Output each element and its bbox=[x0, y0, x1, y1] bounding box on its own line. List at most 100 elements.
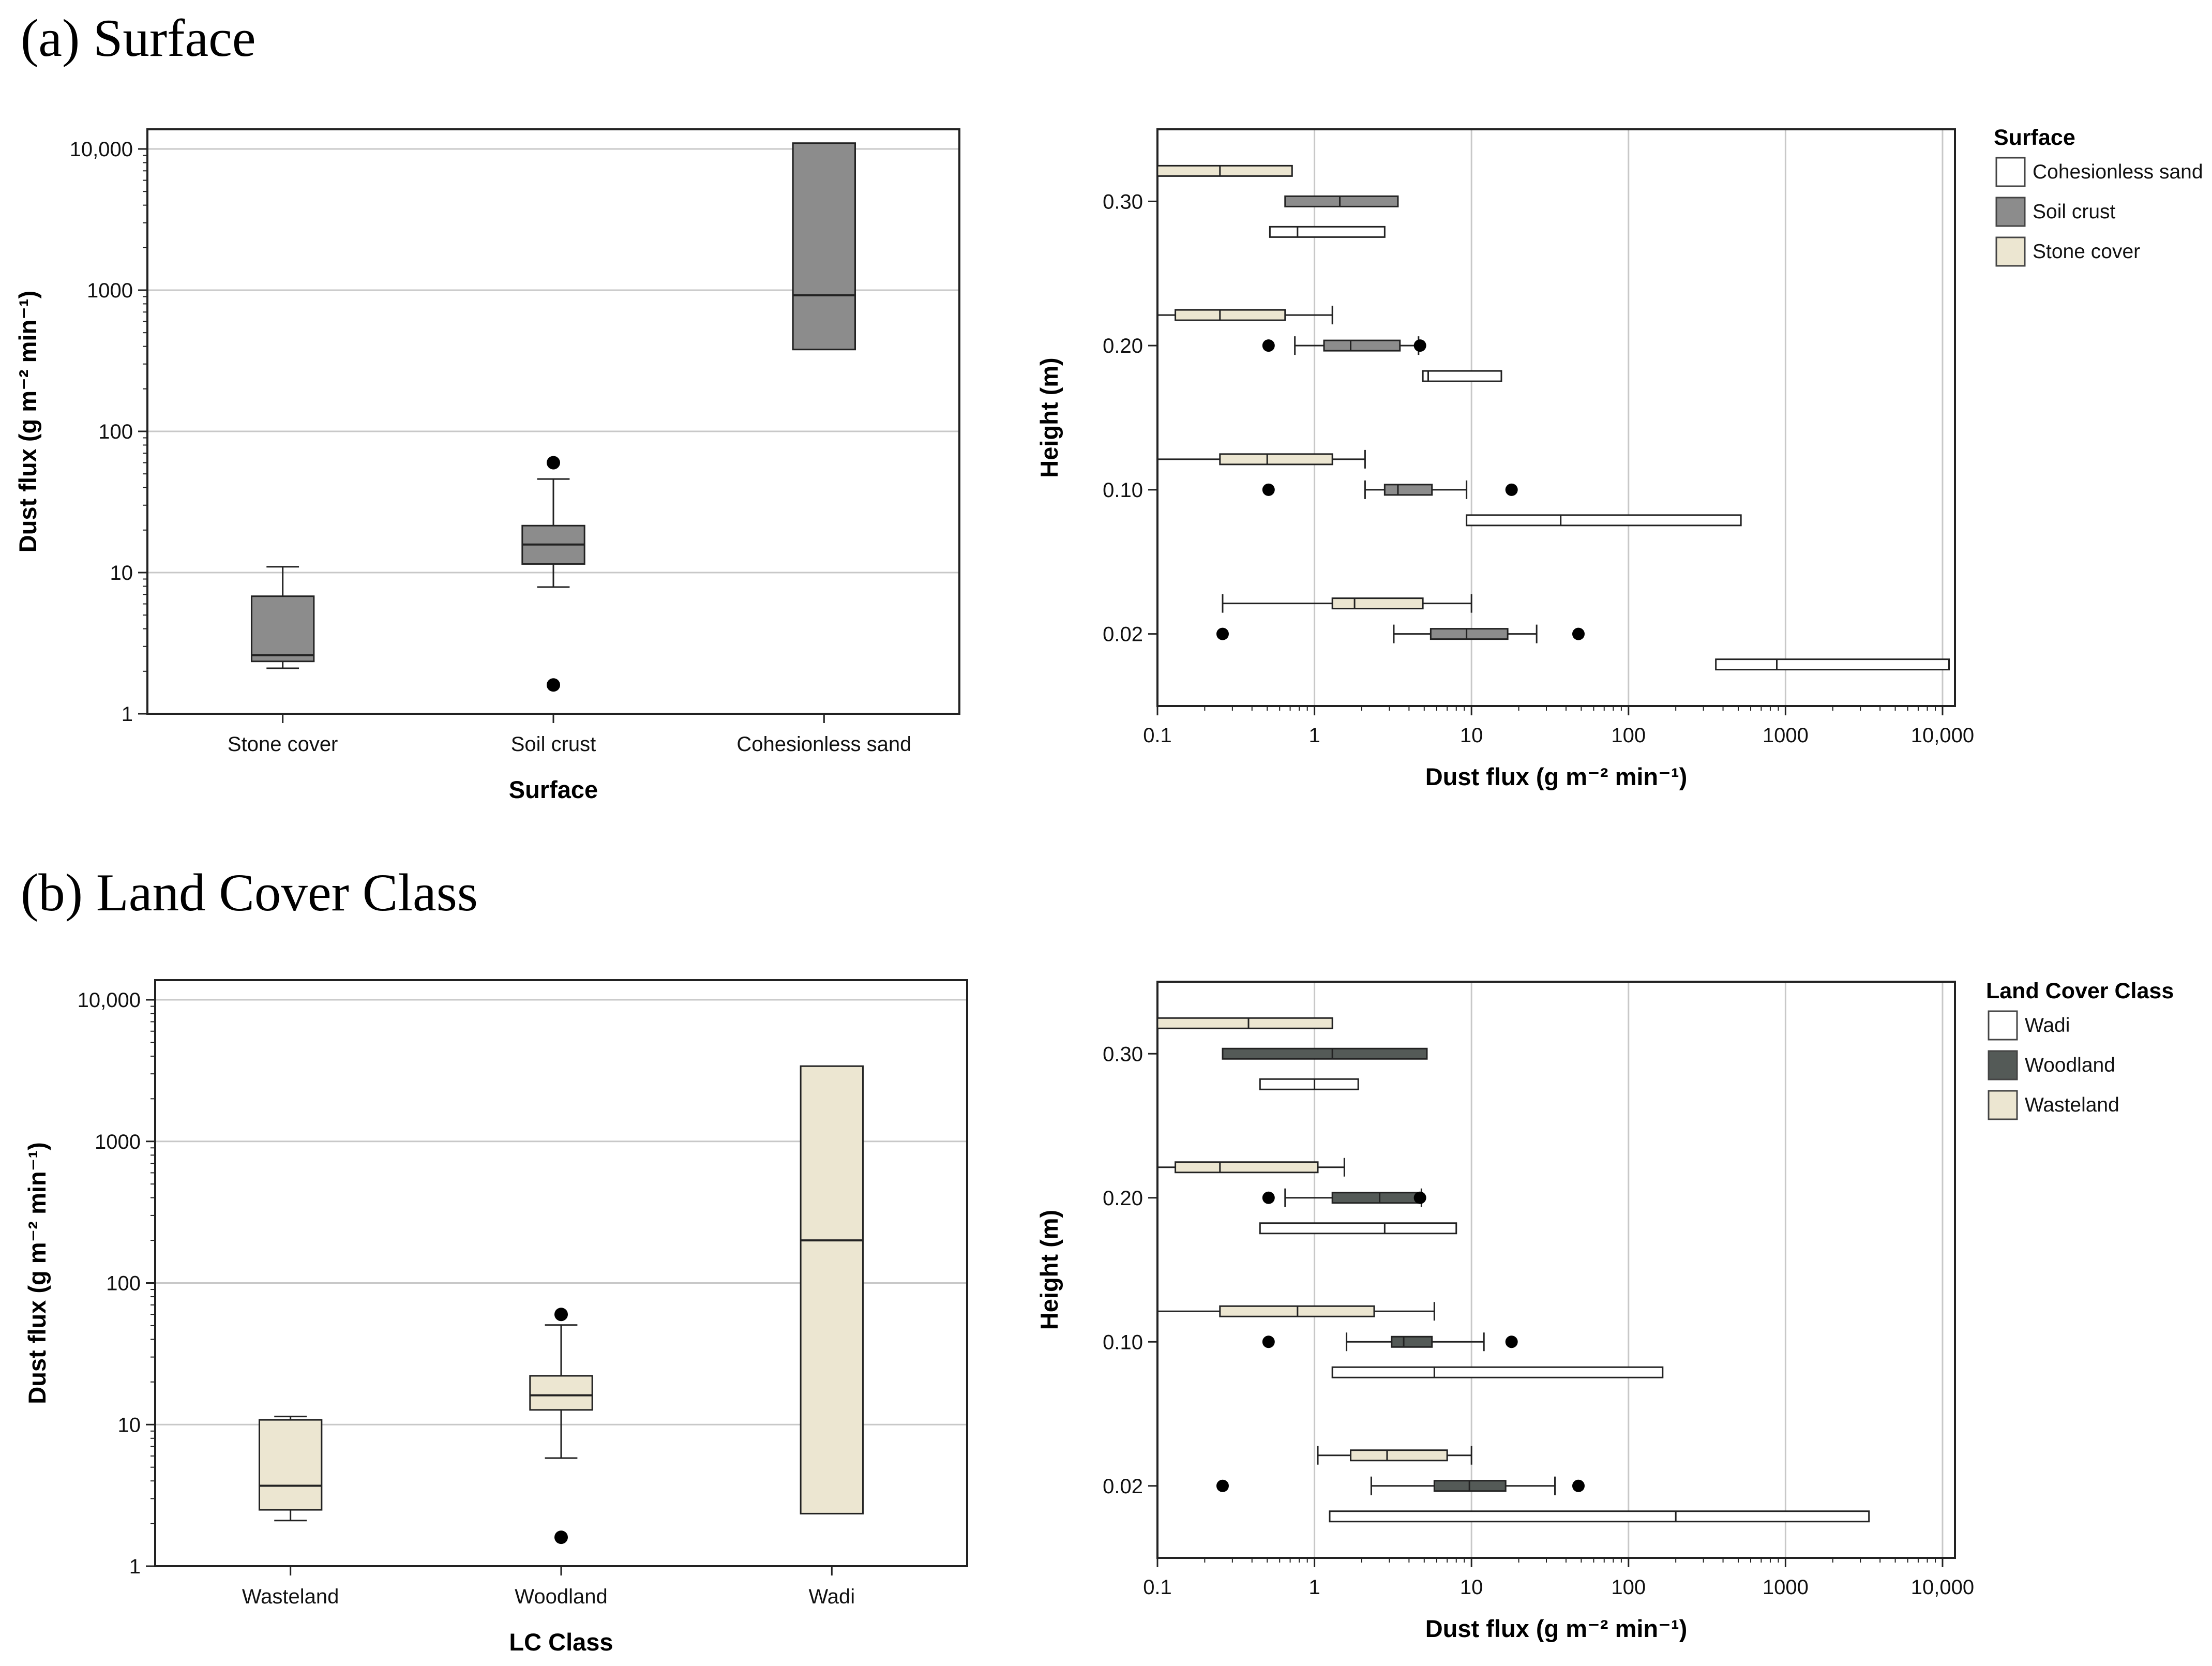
x-tick-label-wasteland: Wasteland bbox=[242, 1585, 339, 1608]
y-tick-label: 0.20 bbox=[1103, 1187, 1143, 1210]
outlier-soil-crust bbox=[547, 678, 560, 692]
box-cohesionless-sand-0-20 bbox=[1422, 370, 1502, 382]
x-tick-label-cohesionless-sand: Cohesionless sand bbox=[736, 733, 911, 756]
outlier-woodland-0-02 bbox=[1216, 1479, 1229, 1492]
plot-frame bbox=[1156, 128, 1956, 707]
x-axis-title: LC Class bbox=[509, 1628, 613, 1656]
y-tick-label: 10,000 bbox=[78, 989, 141, 1012]
y-axis-title: Dust flux (g m⁻² min⁻¹) bbox=[14, 291, 41, 553]
x-tick-label: 1000 bbox=[1763, 724, 1809, 747]
box-wadi-0-02 bbox=[1329, 1510, 1870, 1523]
x-tick-label: 10 bbox=[1460, 724, 1483, 747]
y-tick-label: 0.20 bbox=[1103, 335, 1143, 357]
box-woodland bbox=[529, 1375, 593, 1411]
y-tick-label: 1 bbox=[129, 1555, 141, 1578]
outlier-woodland-0-02 bbox=[1572, 1479, 1585, 1492]
chart-surface-boxplot: 1 10 100 1000 10,000 Stone cover Soil crust Coh… bbox=[14, 128, 960, 803]
box-cohesionless-sand-0-30 bbox=[1269, 226, 1386, 238]
y-tick-label: 0.30 bbox=[1103, 190, 1143, 213]
x-tick-label-stone-cover: Stone cover bbox=[228, 733, 338, 756]
legend-label-cohesionless-sand: Cohesionless sand bbox=[2033, 161, 2203, 183]
y-tick-label: 0.30 bbox=[1103, 1043, 1143, 1065]
section-title-b: (b) Land Cover Class bbox=[21, 863, 478, 922]
box-wasteland bbox=[258, 1419, 323, 1511]
x-tick-label-soil-crust: Soil crust bbox=[511, 733, 596, 756]
y-tick-label: 0.02 bbox=[1103, 623, 1143, 646]
y-tick-label: 10 bbox=[118, 1414, 141, 1436]
box-soil-crust-0-02 bbox=[1429, 628, 1509, 640]
box-cohesionless-sand-0-10 bbox=[1466, 514, 1742, 527]
outlier-woodland bbox=[554, 1530, 568, 1544]
legend-label-wasteland: Wasteland bbox=[2025, 1094, 2119, 1116]
y-tick-label: 1 bbox=[122, 703, 133, 726]
outlier-woodland-0-20 bbox=[1262, 1191, 1275, 1204]
legend: Surface Cohesionless sand Soil crust Stone … bbox=[1994, 125, 2203, 267]
box-cohesionless-sand-0-02 bbox=[1715, 658, 1950, 671]
box-wadi-0-30 bbox=[1259, 1078, 1359, 1090]
x-tick-label: 10 bbox=[1460, 1576, 1483, 1599]
section-title-a: (a) Surface bbox=[21, 9, 256, 68]
box-soil-crust-0-30 bbox=[1284, 195, 1399, 207]
outlier-woodland-0-10 bbox=[1505, 1335, 1518, 1348]
chart-lc-class-height-boxplot: 0.1 1 10 100 1000 10,000 0.30 0.20 0.10 0.02 Dust … bbox=[1035, 979, 2174, 1642]
x-tick-label: 0.1 bbox=[1143, 724, 1172, 747]
x-tick-label: 0.1 bbox=[1143, 1576, 1172, 1599]
x-axis-title: Dust flux (g m⁻² min⁻¹) bbox=[1425, 763, 1688, 790]
legend-title: Surface bbox=[1994, 125, 2075, 150]
y-tick-label: 10,000 bbox=[70, 138, 133, 161]
outlier-soil-crust-0-20 bbox=[1262, 339, 1275, 352]
legend: Land Cover Class Wadi Woodland Wasteland bbox=[1986, 979, 2174, 1120]
outlier-woodland bbox=[554, 1308, 568, 1322]
x-axis-title: Dust flux (g m⁻² min⁻¹) bbox=[1425, 1615, 1688, 1642]
y-tick-label: 1000 bbox=[95, 1131, 141, 1153]
x-tick-label: 10,000 bbox=[1911, 1576, 1974, 1599]
legend-swatch-soil-crust bbox=[1995, 197, 2026, 227]
outlier-soil-crust-0-10 bbox=[1505, 483, 1518, 496]
box-wasteland-0-02 bbox=[1350, 1449, 1448, 1462]
box-soil-crust-0-20 bbox=[1323, 339, 1401, 352]
legend-swatch-stone-cover bbox=[1995, 236, 2026, 267]
legend-label-woodland: Woodland bbox=[2025, 1054, 2115, 1076]
outlier-soil-crust-0-20 bbox=[1413, 339, 1426, 352]
box-wasteland-0-20 bbox=[1175, 1161, 1319, 1174]
legend-swatch-cohesionless-sand bbox=[1995, 157, 2026, 187]
box-wadi bbox=[800, 1065, 864, 1514]
box-stone-cover-0-10 bbox=[1219, 453, 1333, 466]
x-tick-label: 1 bbox=[1308, 724, 1320, 747]
box-stone-cover-0-02 bbox=[1331, 597, 1424, 610]
x-tick-label: 100 bbox=[1611, 1576, 1646, 1599]
x-tick-label-wadi: Wadi bbox=[809, 1585, 855, 1608]
y-axis-title: Dust flux (g m⁻² min⁻¹) bbox=[23, 1142, 51, 1404]
plot-frame bbox=[1156, 981, 1956, 1559]
box-stone-cover bbox=[250, 595, 315, 663]
y-axis-title: Height (m) bbox=[1035, 357, 1063, 477]
box-wasteland-0-30 bbox=[1156, 1017, 1333, 1029]
chart-lc-class-boxplot: 1 10 100 1000 10,000 Wasteland Woodland Wadi LC … bbox=[23, 979, 968, 1656]
outlier-woodland-0-10 bbox=[1262, 1335, 1275, 1348]
box-stone-cover-0-30 bbox=[1156, 164, 1293, 177]
box-stone-cover-0-20 bbox=[1175, 309, 1286, 321]
box-woodland-0-20 bbox=[1331, 1192, 1418, 1204]
box-wadi-0-10 bbox=[1331, 1366, 1664, 1378]
outlier-soil-crust-0-02 bbox=[1216, 627, 1229, 640]
outlier-soil-crust bbox=[547, 456, 560, 470]
chart-surface-height-boxplot: 0.1 1 10 100 1000 10,000 0.30 0.20 0.10 0.02 Dust … bbox=[1035, 125, 2203, 790]
y-tick-label: 10 bbox=[110, 562, 133, 584]
y-tick-label: 1000 bbox=[87, 279, 133, 302]
x-tick-label: 10,000 bbox=[1911, 724, 1974, 747]
box-soil-crust-0-10 bbox=[1383, 484, 1433, 496]
legend-label-soil-crust: Soil crust bbox=[2033, 201, 2116, 223]
legend-title: Land Cover Class bbox=[1986, 979, 2174, 1003]
x-tick-label-woodland: Woodland bbox=[515, 1585, 607, 1608]
outlier-soil-crust-0-02 bbox=[1572, 627, 1585, 640]
legend-label-wadi: Wadi bbox=[2025, 1014, 2070, 1037]
outlier-soil-crust-0-10 bbox=[1262, 483, 1275, 496]
box-cohesionless-sand bbox=[792, 142, 856, 351]
x-tick-label: 1 bbox=[1308, 1576, 1320, 1599]
box-woodland-0-30 bbox=[1222, 1047, 1428, 1060]
y-tick-label: 0.02 bbox=[1103, 1475, 1143, 1498]
y-axis-title: Height (m) bbox=[1035, 1210, 1063, 1330]
y-tick-label: 100 bbox=[98, 421, 133, 443]
box-woodland-0-10 bbox=[1391, 1335, 1433, 1348]
